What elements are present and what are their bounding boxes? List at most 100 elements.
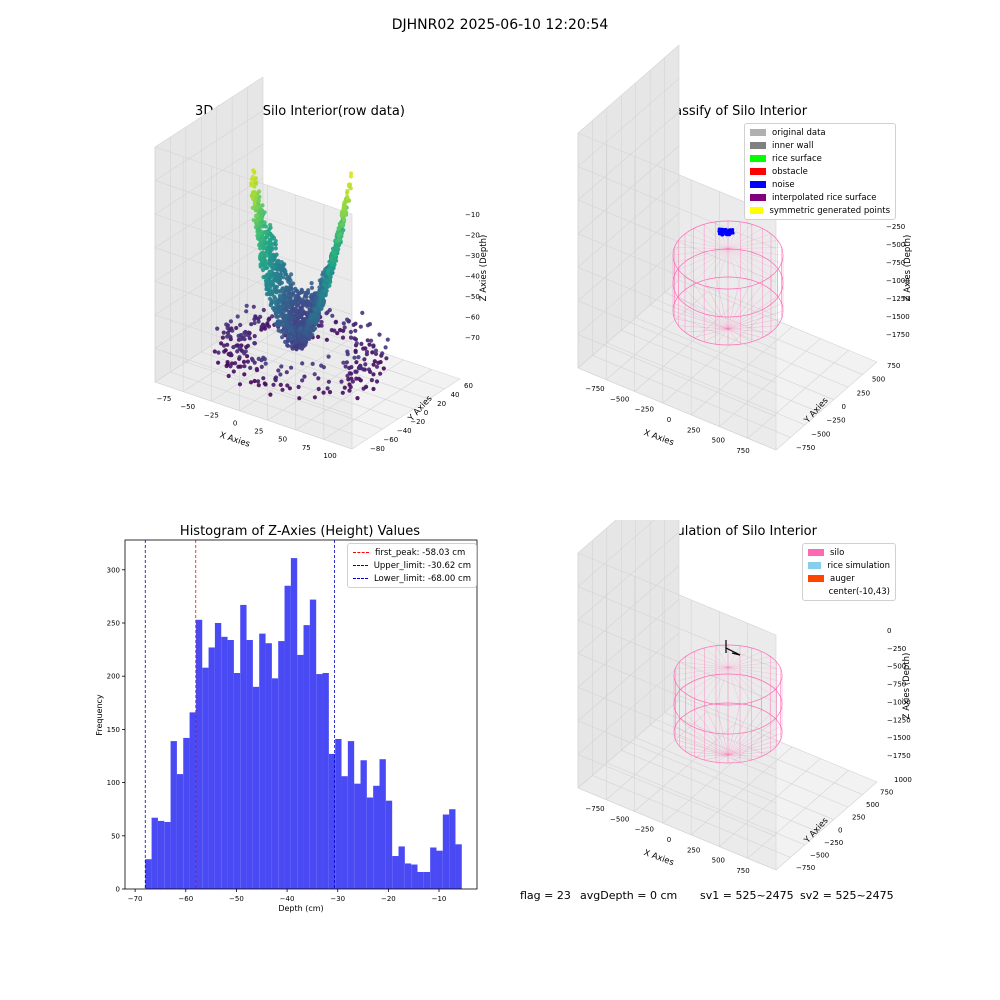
- scatter-point: [273, 242, 278, 247]
- scatter-point: [345, 352, 350, 357]
- silo-roof-line: [679, 667, 729, 689]
- grid-line: [154, 213, 353, 282]
- histogram-bar: [271, 678, 279, 889]
- panel2-silo-wireframe: [672, 220, 784, 346]
- scatter-point: [260, 267, 266, 273]
- side-pane: [155, 77, 263, 382]
- legend-item: center(-10,43): [808, 585, 890, 598]
- histogram-bar: [221, 636, 228, 889]
- grid-line: [577, 132, 777, 216]
- silo-roof-line: [727, 667, 741, 705]
- text: −750: [886, 259, 905, 267]
- footer-avg-depth: avgDepth = 0 cm: [580, 889, 678, 902]
- scatter-point: [224, 322, 229, 327]
- grid-line: [295, 359, 404, 431]
- grid-line: [719, 338, 821, 427]
- scatter-point: [285, 343, 290, 348]
- y-tick-label: 200: [107, 673, 120, 681]
- grid-line: [662, 734, 765, 824]
- text: 25: [254, 428, 263, 436]
- scatter-point: [371, 343, 376, 348]
- scatter-point: [270, 314, 275, 319]
- scatter-point: [273, 299, 278, 304]
- histogram-bar: [385, 800, 393, 889]
- text: −500: [811, 430, 830, 438]
- silo-cone-line: [727, 726, 781, 756]
- scatter-point: [372, 359, 377, 364]
- scatter-point: [321, 300, 326, 305]
- histogram-bar: [151, 817, 158, 889]
- grid-line: [577, 520, 617, 554]
- scatter-point: [235, 314, 240, 319]
- histogram-bar: [398, 846, 405, 889]
- scatter-point: [342, 325, 347, 330]
- text: 100: [323, 452, 336, 460]
- scatter-point: [270, 280, 275, 285]
- scatter-point: [358, 324, 363, 329]
- silo-roof-line: [727, 645, 741, 668]
- scatter-point: [277, 293, 282, 298]
- scatter-point: [267, 242, 272, 247]
- scatter-point: [278, 382, 283, 387]
- silo-cone-line: [727, 754, 752, 761]
- text: 750: [736, 867, 749, 875]
- legend-item: rice surface: [750, 152, 890, 165]
- scatter-point: [242, 337, 247, 342]
- grid-line: [239, 340, 348, 411]
- text: −1500: [887, 734, 911, 742]
- scatter-point: [280, 321, 285, 326]
- grid-line: [154, 110, 264, 181]
- scatter-point: [244, 303, 249, 308]
- silo-cone-line: [727, 328, 772, 333]
- scatter-point: [361, 346, 366, 351]
- scatter-point: [354, 341, 359, 346]
- scatter-point: [212, 349, 217, 354]
- text: 500: [872, 376, 885, 384]
- scatter-point: [370, 350, 375, 355]
- histogram-bar: [157, 820, 165, 889]
- scatter-point: [317, 304, 322, 309]
- scatter-point: [353, 328, 358, 333]
- scatter-point: [273, 246, 278, 251]
- text: −1750: [886, 331, 910, 339]
- scatter-point: [365, 338, 370, 343]
- text: −20: [465, 232, 480, 240]
- text: 0: [842, 403, 846, 411]
- grid-line: [154, 311, 264, 383]
- text: −1250: [887, 716, 911, 724]
- scatter-point: [221, 330, 226, 335]
- histogram-bar: [208, 647, 215, 889]
- legend-item: first_peak: -58.03 cm: [353, 546, 471, 559]
- text: −40: [397, 427, 412, 435]
- silo-cone-line: [727, 296, 778, 330]
- scatter-point: [250, 196, 256, 201]
- scatter-point: [342, 200, 347, 205]
- grid-line: [747, 770, 849, 859]
- silo-roof-line: [727, 661, 777, 668]
- grid-line: [634, 303, 736, 392]
- legend-item: auger: [808, 572, 890, 585]
- scatter-point: [284, 276, 289, 281]
- scatter-point: [295, 308, 300, 313]
- grid-line: [577, 632, 680, 722]
- x-tick-label: −20: [381, 895, 396, 903]
- scatter-point: [340, 335, 346, 340]
- silo-cone-line: [727, 754, 741, 763]
- scatter-point: [363, 362, 368, 367]
- histogram-bar: [278, 641, 285, 889]
- grid-line: [577, 367, 777, 451]
- scatter-point: [261, 307, 266, 313]
- scatter-point: [336, 226, 341, 232]
- histogram-bar: [455, 844, 462, 889]
- legend-swatch-rice-surface: [750, 155, 766, 162]
- legend-item: symmetric generated points: [750, 204, 890, 217]
- histogram-bar: [309, 599, 317, 889]
- text: −500: [887, 663, 906, 671]
- scatter-point: [347, 388, 352, 393]
- scatter-point: [284, 370, 289, 375]
- scatter-point: [335, 331, 340, 336]
- histogram-reference-lines: [144, 540, 335, 889]
- text: −60: [383, 436, 398, 444]
- histogram-bar: [259, 633, 266, 889]
